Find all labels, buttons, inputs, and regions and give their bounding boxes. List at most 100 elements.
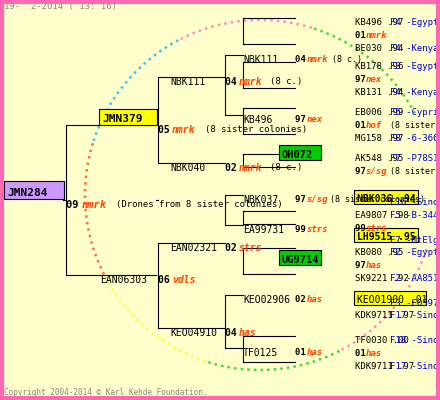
Text: KEO04910: KEO04910 [170, 328, 217, 338]
Text: NBK036 .94: NBK036 .94 [357, 194, 416, 204]
Text: 01: 01 [355, 121, 371, 130]
Text: F3 -EO597: F3 -EO597 [390, 299, 438, 308]
FancyBboxPatch shape [4, 182, 64, 200]
Text: JMN379: JMN379 [102, 114, 143, 124]
Text: nmrk: nmrk [307, 55, 329, 64]
Text: (8 sister colonies): (8 sister colonies) [205, 125, 307, 134]
Text: OH072: OH072 [282, 150, 313, 160]
Text: KB496: KB496 [243, 115, 272, 125]
Text: KEO02906: KEO02906 [243, 295, 290, 305]
Text: has: has [366, 261, 382, 270]
Text: F7 -P78S1: F7 -P78S1 [390, 154, 438, 163]
Text: (8 sister colonies): (8 sister colonies) [390, 167, 440, 176]
Text: KDK9711 .97: KDK9711 .97 [355, 311, 414, 320]
Text: 97: 97 [295, 115, 311, 124]
Text: 04: 04 [295, 55, 311, 64]
Text: EA99731: EA99731 [243, 225, 284, 235]
Text: F7 -MtElgonEggs88R: F7 -MtElgonEggs88R [390, 236, 440, 245]
Text: (8 c.): (8 c.) [332, 55, 362, 64]
Text: BE030 .94: BE030 .94 [355, 44, 403, 53]
FancyBboxPatch shape [99, 109, 157, 125]
Text: has: has [307, 348, 323, 357]
Text: MG158 .97: MG158 .97 [355, 134, 403, 143]
Text: 19-  2-2014 ( 13: 16): 19- 2-2014 ( 13: 16) [4, 2, 117, 11]
Text: s/sg: s/sg [307, 195, 329, 204]
Text: F16 -Sinop62R: F16 -Sinop62R [390, 198, 440, 207]
Text: (8 c.): (8 c.) [270, 163, 302, 172]
Text: NBK040: NBK040 [170, 163, 205, 173]
Text: vdls: vdls [172, 275, 195, 285]
Text: 97: 97 [355, 261, 371, 270]
Text: AK548 .95: AK548 .95 [355, 154, 403, 163]
FancyBboxPatch shape [354, 190, 418, 204]
Text: s/sg: s/sg [366, 167, 388, 176]
Text: (Drones from 8 sister colonies): (Drones from 8 sister colonies) [116, 200, 282, 209]
Text: F17 -Sinop62R: F17 -Sinop62R [390, 311, 440, 320]
Text: F8 -6-366: F8 -6-366 [390, 134, 438, 143]
Text: strs: strs [307, 225, 329, 234]
Text: NBK111: NBK111 [243, 55, 278, 65]
Text: 06: 06 [158, 275, 176, 285]
Text: 02: 02 [225, 243, 242, 253]
Text: 97: 97 [355, 75, 371, 84]
FancyBboxPatch shape [354, 291, 426, 305]
Text: 05: 05 [158, 125, 176, 135]
Text: (8 sister colonies): (8 sister colonies) [385, 121, 440, 130]
Text: EAN02321: EAN02321 [170, 243, 217, 253]
Text: 01: 01 [295, 348, 311, 357]
Text: EA9807 .98: EA9807 .98 [355, 211, 409, 220]
Text: nmrk: nmrk [172, 125, 195, 135]
Text: 02: 02 [295, 295, 311, 304]
Text: F18 -Sinop62R: F18 -Sinop62R [390, 336, 440, 345]
Text: SK9221 .92: SK9221 .92 [355, 274, 409, 283]
Text: NBK111: NBK111 [170, 77, 205, 87]
Text: 09: 09 [66, 200, 85, 210]
Text: F4 -Kenya5R: F4 -Kenya5R [390, 44, 440, 53]
Text: LH9515 .95: LH9515 .95 [357, 232, 416, 242]
Text: nmrk: nmrk [239, 163, 263, 173]
Text: F4 -Kenya4R: F4 -Kenya4R [390, 88, 440, 97]
Text: strs: strs [366, 224, 388, 233]
Text: 97: 97 [355, 167, 371, 176]
Text: nex: nex [307, 115, 323, 124]
Text: nmrk: nmrk [239, 77, 263, 87]
Text: EB006 .99: EB006 .99 [355, 108, 403, 117]
Text: has: has [366, 349, 382, 358]
Text: TF0030 .00: TF0030 .00 [355, 336, 409, 345]
Text: KB131 .94: KB131 .94 [355, 88, 403, 97]
FancyBboxPatch shape [279, 250, 321, 265]
Text: F2 -AA8519: F2 -AA8519 [390, 274, 440, 283]
Text: 02: 02 [225, 163, 242, 173]
Text: 04: 04 [225, 328, 242, 338]
Text: KB178 .96: KB178 .96 [355, 62, 403, 71]
Text: NBK037: NBK037 [243, 195, 278, 205]
Text: F5 -B-344?: F5 -B-344? [390, 211, 440, 220]
Text: Copyright 2004-2014 © Karl Kehde Foundation.: Copyright 2004-2014 © Karl Kehde Foundat… [4, 388, 208, 397]
Text: KEO01900 .01: KEO01900 .01 [357, 295, 428, 305]
Text: TF0125: TF0125 [243, 348, 278, 358]
Text: 04: 04 [225, 77, 242, 87]
Text: nmrk: nmrk [366, 31, 388, 40]
Text: hof: hof [366, 121, 382, 130]
Text: strs: strs [239, 243, 263, 253]
Text: (8 c.): (8 c.) [270, 77, 302, 86]
Text: has: has [239, 328, 257, 338]
Text: KDK9711 .97: KDK9711 .97 [355, 362, 414, 371]
Text: nex: nex [366, 75, 382, 84]
Text: has: has [307, 295, 323, 304]
Text: 01: 01 [355, 31, 371, 40]
Text: KB080 .95: KB080 .95 [355, 248, 403, 257]
Text: 99: 99 [295, 225, 311, 234]
Text: JMN284: JMN284 [7, 188, 48, 198]
Text: (8 sister colonies): (8 sister colonies) [330, 195, 425, 204]
FancyBboxPatch shape [279, 145, 321, 160]
Text: 99: 99 [355, 224, 371, 233]
Text: F3 -Egypt94-2R: F3 -Egypt94-2R [390, 62, 440, 71]
Text: F4 -Egypt94-2R: F4 -Egypt94-2R [390, 18, 440, 27]
Text: nmrk: nmrk [82, 200, 107, 210]
Text: 01: 01 [355, 349, 371, 358]
Text: F5 -Cypria91Q: F5 -Cypria91Q [390, 108, 440, 117]
Text: EAN06303: EAN06303 [100, 275, 147, 285]
Text: F17 -Sinop62R: F17 -Sinop62R [390, 362, 440, 371]
Text: UG9714: UG9714 [282, 255, 319, 265]
